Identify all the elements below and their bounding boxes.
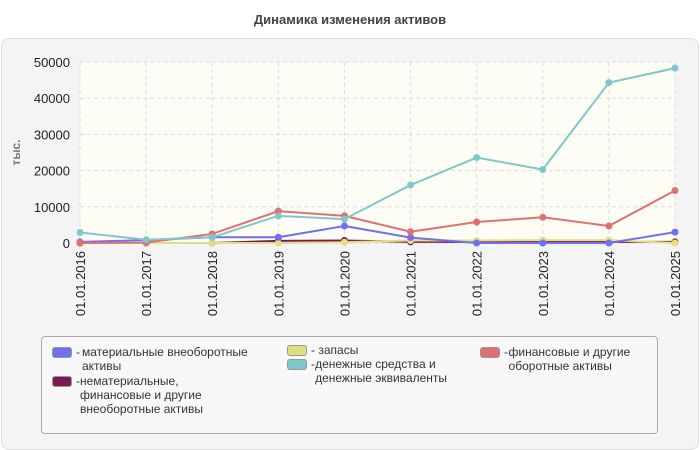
legend-item-1: - нематериальные, финансовые и другие вн… <box>52 374 222 416</box>
x-tick-label: 01.01.2016 <box>73 251 88 316</box>
data-point[interactable] <box>605 222 613 230</box>
y-tick-label: 20000 <box>34 164 70 179</box>
line-chart: 0 10000 20000 30000 40000 50000 01.01.2016 01.0… <box>9 55 683 316</box>
legend-label: финансовые и другие оборотные активы <box>508 345 631 373</box>
data-point[interactable] <box>605 79 613 87</box>
data-point[interactable] <box>274 239 282 247</box>
y-axis-label: тыс. <box>9 139 23 165</box>
x-tick-label: 01.01.2017 <box>139 251 154 316</box>
legend-swatch <box>52 347 72 358</box>
data-point[interactable] <box>340 238 348 246</box>
x-tick-label: 01.01.2019 <box>271 251 286 316</box>
series-line <box>79 67 676 241</box>
data-point[interactable] <box>340 222 348 230</box>
data-point[interactable] <box>208 233 216 241</box>
legend-item-0: - материальные внеоборотные активы <box>52 345 252 373</box>
data-point[interactable] <box>142 236 150 244</box>
data-point[interactable] <box>76 239 84 247</box>
data-point[interactable] <box>76 229 84 237</box>
legend-swatch <box>287 359 307 370</box>
data-point[interactable] <box>473 154 481 162</box>
data-point[interactable] <box>274 212 282 220</box>
data-point[interactable] <box>671 239 679 247</box>
data-point[interactable] <box>671 64 679 72</box>
legend-label: денежные средства и денежные эквиваленты <box>315 357 447 385</box>
data-point[interactable] <box>473 239 481 247</box>
x-tick-label: 01.01.2025 <box>668 251 683 316</box>
y-tick-label: 40000 <box>34 91 70 106</box>
x-tick-label: 01.01.2020 <box>337 251 352 316</box>
legend-swatch <box>52 376 72 387</box>
x-tick-label: 01.01.2024 <box>602 251 617 316</box>
x-tick-label: 01.01.2022 <box>470 251 485 316</box>
legend-item-4: - финансовые и другие оборотные активы <box>480 345 650 373</box>
data-point[interactable] <box>671 228 679 236</box>
data-point[interactable] <box>671 187 679 195</box>
data-point[interactable] <box>539 239 547 247</box>
x-tick-label: 01.01.2021 <box>404 251 419 316</box>
legend: - материальные внеоборотные активы - нем… <box>41 336 658 434</box>
x-tick-label: 01.01.2023 <box>536 251 551 316</box>
data-point[interactable] <box>539 166 547 174</box>
data-point[interactable] <box>208 239 216 247</box>
data-point[interactable] <box>274 233 282 241</box>
legend-label: запасы <box>318 343 359 357</box>
plot-area <box>80 62 675 243</box>
series-3 <box>76 64 679 244</box>
y-tick-label: 10000 <box>34 200 70 215</box>
series-line <box>80 239 676 244</box>
legend-label: нематериальные, финансовые и другие внео… <box>80 374 203 416</box>
data-point[interactable] <box>407 228 415 236</box>
data-point[interactable] <box>473 218 481 226</box>
legend-swatch <box>480 347 500 358</box>
y-tick-label: 0 <box>63 236 70 251</box>
data-point[interactable] <box>340 215 348 223</box>
legend-swatch <box>287 345 307 356</box>
legend-item-2: - запасы <box>287 343 457 357</box>
data-point[interactable] <box>539 213 547 221</box>
data-point[interactable] <box>407 181 415 189</box>
chart-title: Динамика изменения активов <box>253 12 447 27</box>
y-tick-label: 30000 <box>34 127 70 142</box>
y-tick-label: 50000 <box>34 55 70 70</box>
data-point[interactable] <box>407 234 415 242</box>
legend-item-3: - денежные средства и денежные эквивален… <box>287 357 457 385</box>
legend-label: материальные внеоборотные активы <box>82 345 248 373</box>
x-tick-label: 01.01.2018 <box>205 251 220 316</box>
data-point[interactable] <box>605 239 613 247</box>
